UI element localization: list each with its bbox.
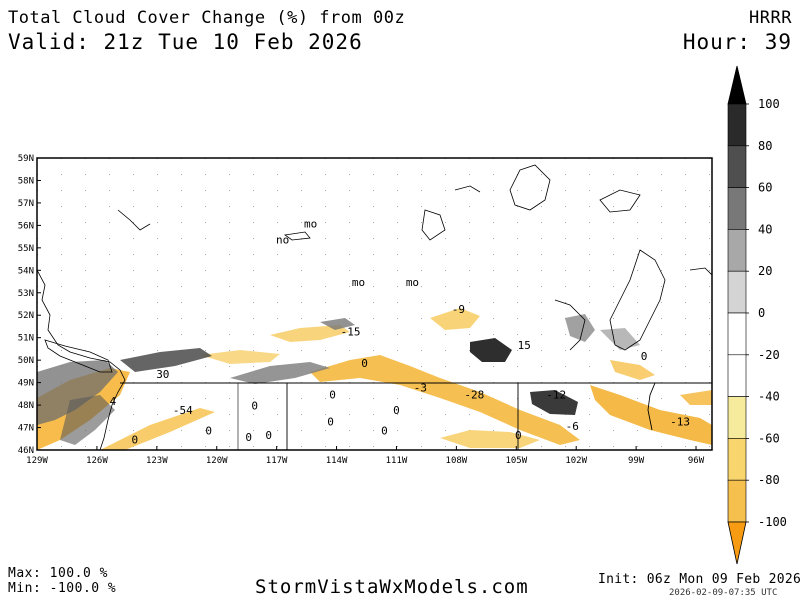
- latitude-axis: 59N 58N 57N 56N 55N 54N 53N 52N 51N 50N 49N 48N 47N 4…: [18, 154, 41, 456]
- min-value: Min: -100.0 %: [8, 581, 117, 596]
- lon-label: 129W: [26, 456, 48, 466]
- init-time: Init: 06z Mon 09 Feb 2026: [598, 572, 800, 587]
- lat-label: 57N: [18, 199, 34, 209]
- value-annotation: 0: [132, 433, 139, 446]
- model-name: HRRR: [749, 8, 792, 28]
- lon-label: 99W: [628, 456, 645, 466]
- value-annotation: no: [276, 233, 289, 246]
- lat-label: 50N: [18, 356, 34, 366]
- value-annotation: -28: [464, 388, 484, 401]
- lon-label: 126W: [86, 456, 108, 466]
- value-annotation: 4: [110, 395, 117, 408]
- value-annotation: 0: [327, 415, 334, 428]
- value-annotation: 0: [381, 424, 388, 437]
- lon-label: 105W: [505, 456, 527, 466]
- site-name: StormVistaWxModels.com: [255, 576, 529, 598]
- value-annotation: -54: [173, 404, 193, 417]
- value-annotation: 0: [251, 400, 258, 413]
- lon-label: 117W: [266, 456, 288, 466]
- value-annotation: -3: [414, 382, 427, 395]
- lat-label: 54N: [18, 266, 34, 276]
- lon-label: 123W: [146, 456, 168, 466]
- value-annotation: 0: [245, 431, 252, 444]
- value-annotation: 0: [205, 424, 212, 437]
- timestamp: 2026-02-09-07:35 UTC: [669, 588, 778, 598]
- value-annotation: 0: [393, 404, 400, 417]
- lat-label: 59N: [18, 154, 34, 164]
- lat-label: 48N: [18, 401, 34, 411]
- value-annotation: 0: [361, 357, 368, 370]
- value-annotation: -13: [670, 415, 690, 428]
- lon-label: 120W: [206, 456, 228, 466]
- lon-label: 114W: [326, 456, 348, 466]
- forecast-hour: Hour: 39: [682, 30, 792, 54]
- chart-title: Total Cloud Cover Change (%) from 00z: [8, 8, 406, 28]
- coastlines: [37, 164, 712, 450]
- value-annotation: -15: [341, 325, 361, 338]
- value-annotation: mo: [406, 276, 419, 289]
- lon-label: 102W: [565, 456, 587, 466]
- max-value: Max: 100.0 %: [8, 566, 108, 581]
- longitude-axis: 129W 126W 123W 120W 117W 114W 111W 108W 105W 102W…: [26, 446, 705, 466]
- value-annotation: mo: [304, 218, 317, 231]
- cloud-increase-areas: [37, 314, 640, 445]
- lon-label: 108W: [446, 456, 468, 466]
- lat-label: 53N: [18, 289, 34, 299]
- value-annotation: 0: [329, 388, 336, 401]
- lat-label: 58N: [18, 176, 34, 186]
- lat-label: 56N: [18, 221, 34, 231]
- political-boundaries: [120, 382, 712, 450]
- value-annotation: 15: [518, 339, 531, 352]
- value-annotation: -6: [566, 420, 579, 433]
- lat-label: 55N: [18, 244, 34, 254]
- map-frame: [36, 157, 713, 451]
- lat-label: 49N: [18, 379, 34, 389]
- lon-label: 111W: [386, 456, 408, 466]
- value-annotation: 0: [641, 350, 648, 363]
- lat-label: 47N: [18, 424, 34, 434]
- value-annotation: -12: [546, 388, 566, 401]
- value-annotation: -9: [452, 303, 465, 316]
- lon-label: 96W: [688, 456, 705, 466]
- value-annotation: 0: [515, 429, 522, 442]
- value-annotation: 30: [156, 368, 169, 381]
- lat-label: 46N: [18, 446, 34, 456]
- lat-label: 52N: [18, 311, 34, 321]
- value-annotation: 0: [265, 429, 272, 442]
- value-annotation: mo: [352, 276, 365, 289]
- lat-label: 51N: [18, 334, 34, 344]
- valid-time: Valid: 21z Tue 10 Feb 2026: [8, 30, 363, 54]
